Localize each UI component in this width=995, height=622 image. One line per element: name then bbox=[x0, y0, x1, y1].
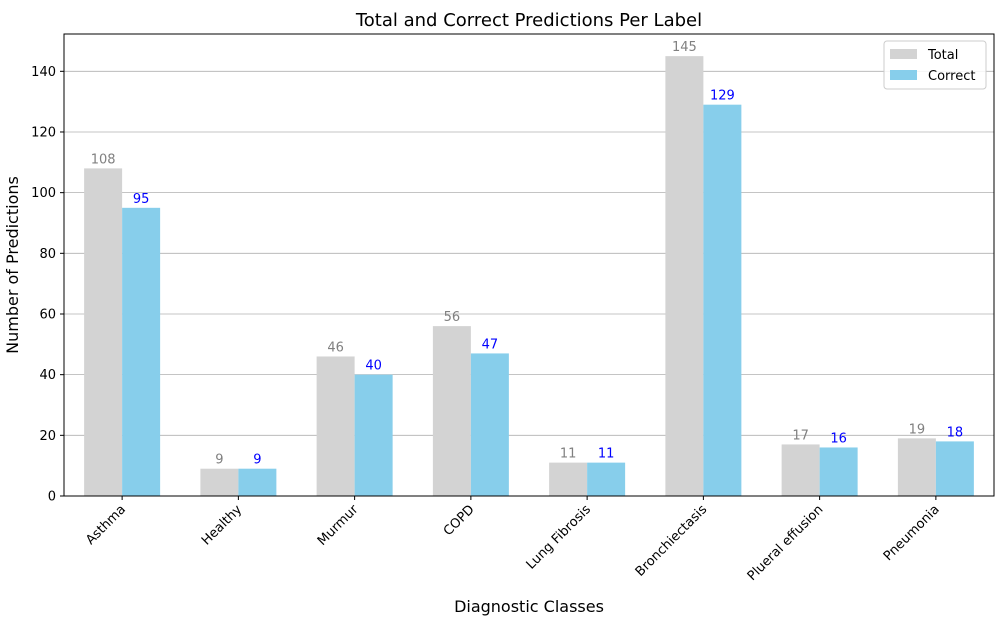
bar-value-label: 129 bbox=[710, 89, 735, 104]
bar-value-label: 16 bbox=[830, 431, 847, 446]
bars bbox=[84, 56, 974, 497]
bar-value-label: 11 bbox=[598, 447, 615, 462]
y-tick-label: 0 bbox=[48, 490, 56, 505]
chart-title: Total and Correct Predictions Per Label bbox=[355, 10, 702, 31]
y-axis-label: Number of Predictions bbox=[3, 176, 22, 354]
bar-value-label: 95 bbox=[133, 192, 150, 207]
y-tick-label: 100 bbox=[31, 186, 56, 201]
legend-swatch bbox=[890, 49, 917, 59]
bar-value-label: 9 bbox=[253, 453, 261, 468]
y-tick-label: 60 bbox=[39, 307, 56, 322]
bar-value-label: 11 bbox=[560, 447, 577, 462]
bar-value-label: 108 bbox=[91, 152, 116, 167]
bar-correct-copd bbox=[470, 353, 509, 496]
x-tick-label: Healthy bbox=[199, 502, 245, 548]
bar-correct-pneumonia bbox=[935, 441, 974, 496]
y-tick-label: 140 bbox=[31, 65, 56, 80]
legend-swatch bbox=[890, 70, 917, 80]
plot-frame bbox=[63, 33, 995, 497]
legend: Total Correct bbox=[883, 40, 987, 90]
grid-lines bbox=[64, 70, 994, 436]
x-tick-label: Murmur bbox=[315, 502, 362, 549]
x-axis: Asthma Healthy Murmur COPD Lung Fibrosis Bron… bbox=[83, 496, 943, 584]
y-tick-label: 120 bbox=[31, 125, 56, 140]
bar-value-label: 19 bbox=[909, 422, 926, 437]
y-axis: 0 20 40 60 80 100 120 140 bbox=[31, 65, 64, 505]
bar-total-bronchiectasis bbox=[665, 56, 704, 497]
legend-label: Correct bbox=[928, 69, 975, 84]
x-tick-label: Pneumonia bbox=[881, 502, 943, 564]
bar-value-label: 145 bbox=[672, 40, 697, 55]
x-tick-label: Plueral effusion bbox=[745, 502, 827, 584]
bar-correct-bronchiectasis bbox=[703, 104, 742, 496]
bar-value-label: 9 bbox=[215, 453, 223, 468]
x-tick-label: Lung Fibrosis bbox=[524, 502, 594, 572]
bar-total-lung-fibrosis bbox=[549, 462, 588, 496]
bar-value-label: 56 bbox=[444, 310, 461, 325]
bar-correct-healthy bbox=[238, 468, 277, 496]
legend-label: Total bbox=[927, 48, 958, 63]
x-tick-label: COPD bbox=[441, 502, 478, 539]
x-tick-label: Asthma bbox=[83, 502, 129, 548]
x-tick-label: Bronchiectasis bbox=[633, 502, 711, 580]
bar-value-label: 46 bbox=[327, 340, 344, 355]
bar-total-plueral-effusion bbox=[781, 444, 820, 496]
bar-total-copd bbox=[432, 326, 471, 496]
bar-value-label: 17 bbox=[792, 428, 809, 443]
bar-total-healthy bbox=[200, 468, 239, 496]
y-tick-label: 80 bbox=[39, 247, 56, 262]
bar-correct-plueral-effusion bbox=[819, 447, 858, 496]
bar-total-asthma bbox=[84, 168, 123, 496]
bar-total-pneumonia bbox=[897, 438, 936, 496]
bar-correct-lung-fibrosis bbox=[587, 462, 626, 496]
bar-total-murmur bbox=[316, 356, 355, 496]
bar-value-labels: 108 95 9 9 46 40 56 47 11 11 145 129 17 16 19 18 bbox=[91, 40, 963, 468]
bar-correct-asthma bbox=[122, 207, 161, 496]
x-axis-label: Diagnostic Classes bbox=[454, 597, 604, 616]
bar-value-label: 40 bbox=[365, 359, 382, 374]
y-tick-label: 20 bbox=[39, 429, 56, 444]
bar-correct-murmur bbox=[354, 374, 393, 496]
bar-value-label: 47 bbox=[482, 337, 499, 352]
y-tick-label: 40 bbox=[39, 368, 56, 383]
bar-value-label: 18 bbox=[947, 425, 964, 440]
